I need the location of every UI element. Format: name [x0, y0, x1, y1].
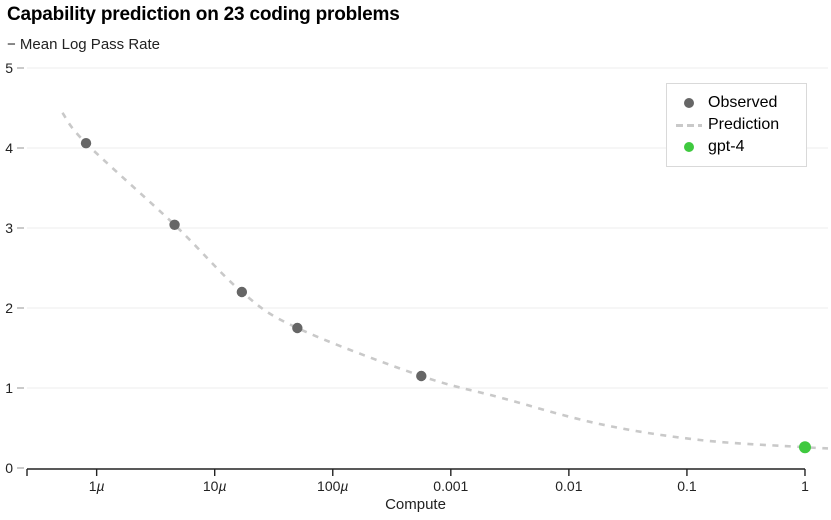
gridlines — [27, 67, 828, 389]
x-tick-label: 100µ — [317, 478, 348, 494]
dashed-line-icon — [676, 123, 702, 127]
y-tick-label: 4 — [5, 140, 13, 156]
observed-points-group — [80, 138, 427, 382]
y-tick-label: 3 — [5, 220, 13, 236]
x-tick-label: 0.01 — [555, 478, 582, 494]
legend-label-observed: Observed — [708, 94, 778, 111]
chart-title: Capability prediction on 23 coding probl… — [7, 4, 400, 25]
observed-point — [416, 370, 427, 382]
y-tick-label: 1 — [5, 380, 13, 396]
observed-point — [169, 219, 180, 230]
legend-entry-prediction[interactable]: Prediction — [676, 114, 806, 136]
x-tick-label: 0.001 — [433, 478, 468, 494]
x-axis-title: Compute — [385, 496, 446, 513]
x-tick-label: 1µ — [89, 478, 105, 494]
y-tick-label: 0 — [5, 460, 13, 476]
legend-entry-gpt4[interactable]: gpt-4 — [676, 136, 806, 158]
legend: Observed Prediction gpt-4 — [666, 83, 807, 167]
legend-label-gpt4: gpt-4 — [708, 138, 745, 155]
observed-dot-icon — [676, 98, 702, 108]
x-tick-label: 0.1 — [677, 478, 697, 494]
y-tick-label: 2 — [5, 300, 13, 316]
x-tick-label: 10µ — [203, 478, 227, 494]
x-axis: 1µ 10µ 100µ 0.001 0.01 0.1 1 — [26, 468, 809, 494]
gpt4-dot-icon — [676, 142, 702, 152]
y-tick-label: 5 — [5, 60, 13, 76]
observed-point — [80, 138, 92, 149]
gpt4-point — [798, 441, 811, 454]
observed-point — [292, 322, 303, 334]
x-tick-label: 1 — [801, 478, 809, 494]
observed-point — [236, 286, 248, 298]
legend-label-prediction: Prediction — [708, 116, 780, 133]
legend-entry-observed[interactable]: Observed — [676, 92, 806, 114]
gpt4-point-group — [798, 441, 811, 454]
y-axis-title: − Mean Log Pass Rate — [7, 36, 161, 53]
y-axis: 0 1 2 3 4 5 — [5, 60, 24, 476]
